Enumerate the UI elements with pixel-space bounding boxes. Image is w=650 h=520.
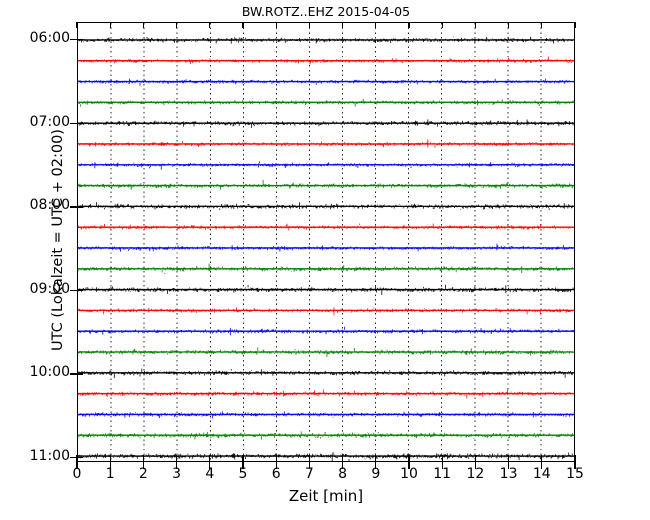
x-tick-mark-inner [109, 455, 111, 462]
page-title: BW.ROTZ..EHZ 2015-04-05 [241, 4, 411, 19]
x-tick-mark-top [175, 22, 178, 28]
x-tick-mark-inner [574, 455, 576, 462]
y-tick-label: 06:00 [29, 30, 70, 46]
y-tick-label: 10:00 [29, 364, 70, 381]
x-tick-mark-top [541, 22, 543, 28]
x-tick-mark-top [109, 22, 111, 28]
x-tick-mark-top [142, 22, 145, 28]
seismic-traces [78, 36, 574, 461]
x-tick-mark-inner [142, 455, 145, 462]
x-tick-mark [408, 462, 410, 469]
x-tick-label: 7 [304, 466, 314, 482]
y-tick-mark [70, 457, 77, 459]
x-tick-mark-top [76, 22, 78, 28]
y-tick-mark-inner [77, 373, 83, 375]
y-tick-mark-inner [77, 39, 83, 41]
x-tick-mark-top [242, 22, 244, 28]
x-tick-mark-top [308, 22, 311, 28]
y-tick-mark [70, 122, 77, 124]
x-tick-mark [109, 462, 111, 469]
x-tick-label: 15 [566, 466, 584, 482]
x-tick-mark [541, 462, 543, 469]
y-tick-mark-inner [77, 289, 83, 292]
gridlines [110, 23, 542, 461]
y-tick-mark-inner [77, 122, 83, 124]
y-tick-mark [70, 289, 77, 292]
x-tick-mark-inner [341, 455, 344, 462]
x-tick-label: 11 [433, 466, 452, 482]
x-tick-mark-inner [408, 455, 410, 462]
x-tick-label: 9 [371, 466, 381, 482]
x-tick-mark-inner [474, 455, 477, 462]
x-tick-mark-inner [275, 455, 277, 462]
x-tick-label: 14 [532, 466, 551, 482]
x-tick-label: 1 [105, 466, 115, 482]
x-tick-mark-top [507, 22, 510, 28]
x-tick-mark-inner [541, 455, 543, 462]
x-tick-label: 2 [138, 466, 148, 482]
y-tick-mark [70, 206, 77, 208]
x-tick-mark [308, 462, 311, 469]
x-tick-mark [275, 462, 277, 469]
x-tick-label: 5 [238, 466, 248, 482]
x-tick-label: 6 [271, 466, 281, 482]
y-tick-label: 08:00 [29, 197, 70, 214]
x-tick-mark [209, 462, 211, 469]
x-tick-mark-top [375, 22, 377, 28]
x-tick-label: 10 [400, 466, 418, 482]
x-tick-mark [142, 462, 145, 469]
x-tick-label: 12 [466, 466, 485, 482]
x-tick-mark-top [474, 22, 477, 28]
x-tick-mark [574, 462, 576, 469]
x-tick-mark [474, 462, 477, 469]
x-tick-mark-inner [242, 455, 244, 462]
x-tick-mark-top [275, 22, 277, 28]
y-tick-label: 11:00 [29, 448, 70, 464]
x-tick-mark-top [341, 22, 344, 28]
x-tick-mark [76, 462, 78, 469]
plot-area [77, 22, 575, 462]
x-tick-label: 13 [499, 466, 518, 482]
x-tick-mark-inner [375, 455, 377, 462]
y-tick-mark [70, 39, 77, 41]
x-tick-mark [441, 462, 443, 469]
y-tick-label: 09:00 [29, 280, 70, 297]
x-tick-mark-inner [209, 455, 211, 462]
x-tick-mark-inner [441, 455, 443, 462]
x-tick-mark-top [574, 22, 576, 28]
x-tick-label: 0 [72, 466, 82, 482]
x-tick-mark [375, 462, 377, 469]
x-tick-mark-inner [507, 455, 510, 462]
x-tick-mark-inner [175, 455, 178, 462]
x-tick-mark-top [209, 22, 211, 28]
x-tick-label: 8 [338, 466, 348, 482]
x-tick-mark [175, 462, 178, 469]
x-tick-mark-top [441, 22, 443, 28]
x-tick-mark [341, 462, 344, 469]
x-tick-label: 4 [205, 466, 215, 482]
y-tick-mark-inner [77, 206, 83, 208]
x-tick-label: 3 [172, 466, 182, 482]
y-tick-label: 07:00 [29, 113, 70, 130]
y-tick-mark [70, 373, 77, 375]
x-tick-mark-inner [76, 455, 78, 462]
x-tick-mark [507, 462, 510, 469]
x-tick-mark [242, 462, 244, 469]
y-axis-title: UTC (Lokalzeit = UTC + 02:00) [50, 129, 66, 351]
x-axis-title: Zeit [min] [288, 487, 364, 505]
y-tick-mark-inner [77, 457, 83, 459]
x-tick-mark-top [408, 22, 410, 28]
x-tick-mark-inner [308, 455, 311, 462]
